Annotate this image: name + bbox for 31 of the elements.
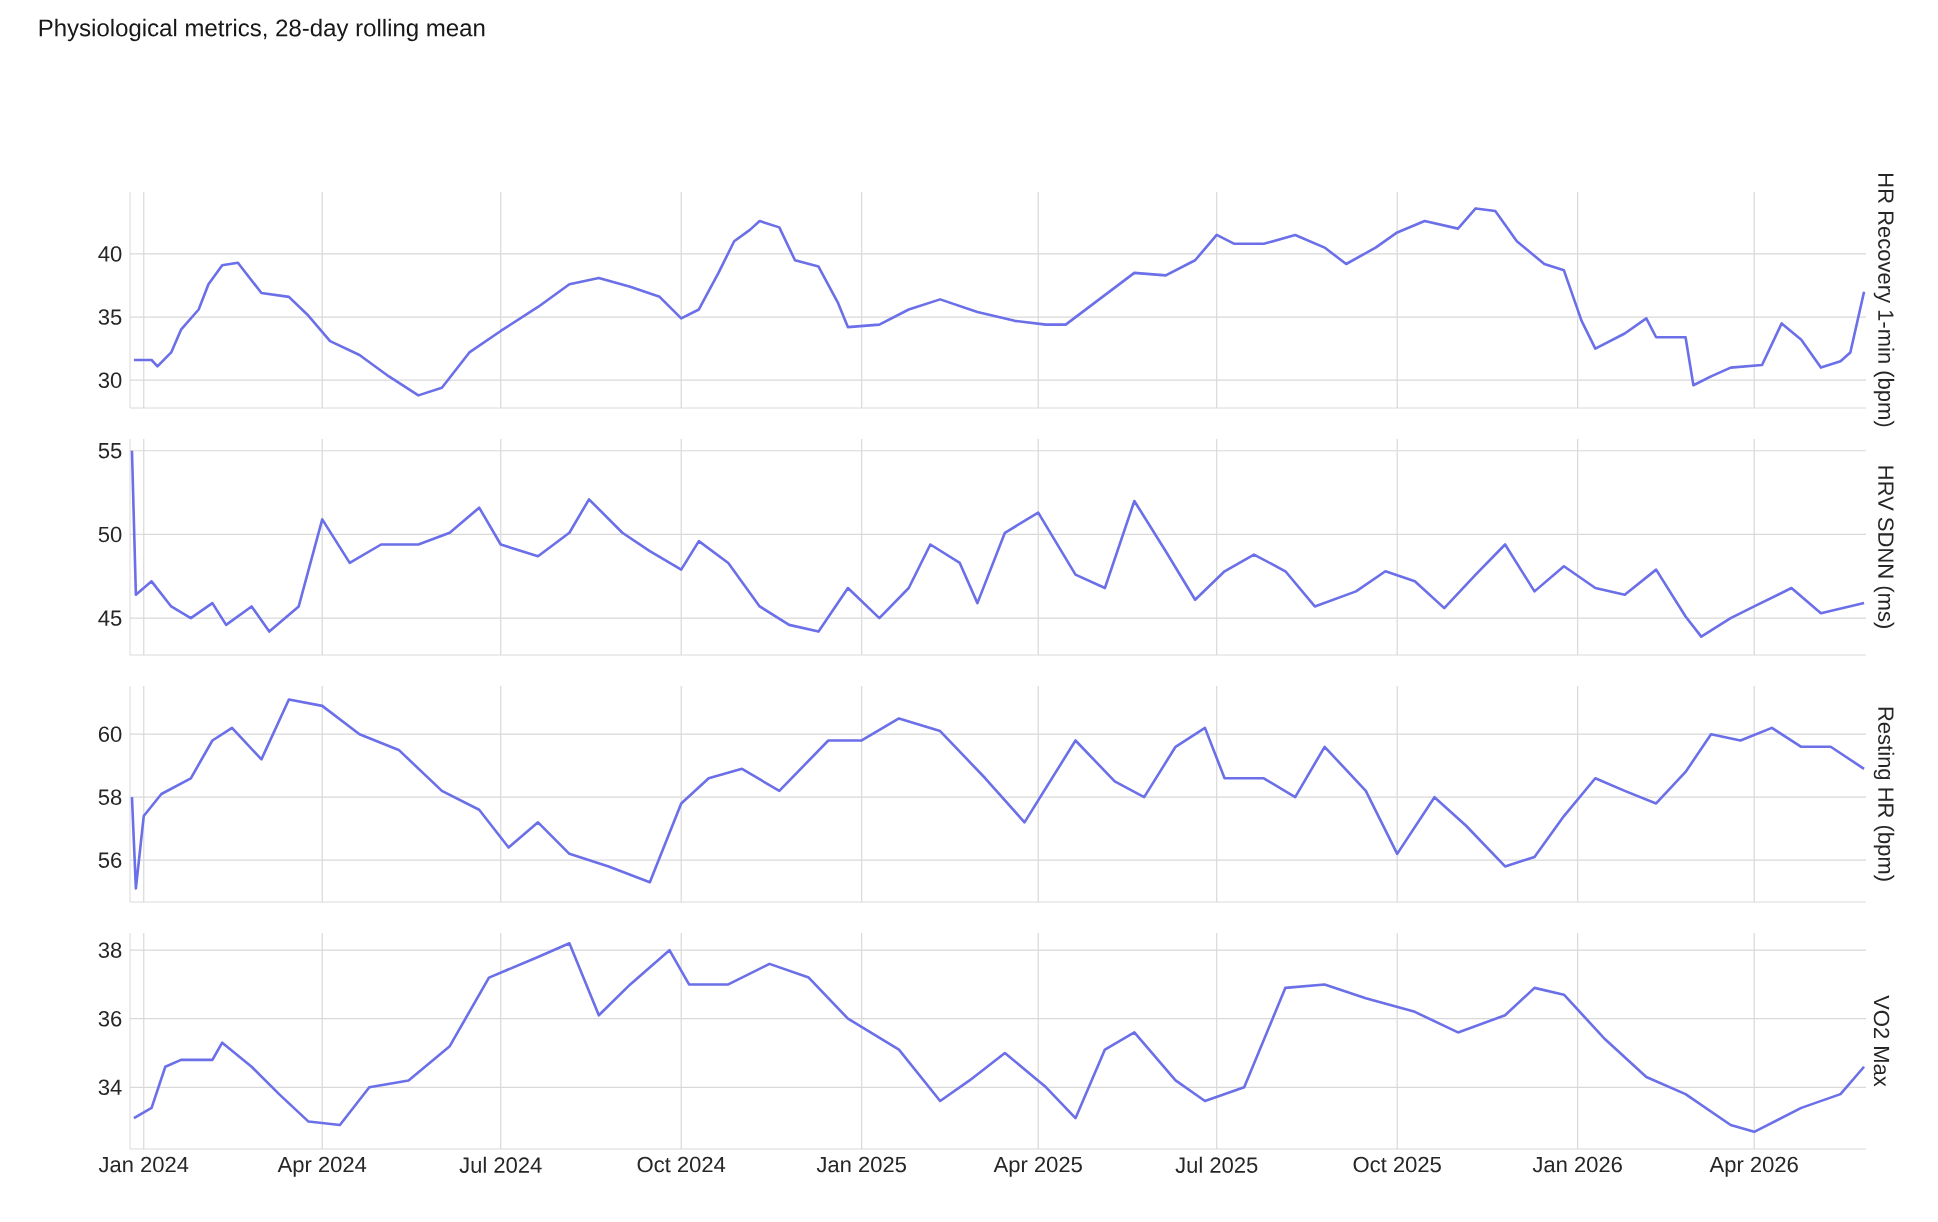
y-tick-label: 30 [98,372,122,389]
x-tick-label: Jan 2024 [98,1156,189,1173]
line-series [130,698,1866,890]
x-tick-label: Jul 2025 [1175,1156,1258,1173]
x-tick-label: Apr 2026 [1709,1156,1798,1177]
y-axis-title: HRV SDNN (ms) [1873,466,1895,628]
x-tick-label: Jan 2025 [816,1156,906,1173]
y-tick-label: 55 [98,443,122,459]
x-tick-label: Apr 2024 [277,1156,367,1177]
line-series [130,449,1866,638]
y-tick-label: 56 [98,852,122,868]
x-tick-label: Oct 2025 [1353,1156,1441,1173]
x-tick-label: Oct 2024 [637,1156,726,1173]
y-axis-title: Resting HR (bpm) [1873,707,1895,881]
x-tick-label: Apr 2025 [993,1156,1082,1177]
line-series [132,942,1866,1134]
y-axis-title: HR Recovery 1-min (bpm) [1873,174,1895,427]
y-tick-label: 58 [98,789,122,805]
y-axis-title: VO2 Max [1873,995,1890,1087]
x-tick-label: Jul 2024 [459,1156,542,1173]
y-tick-label: 40 [98,246,122,262]
chart-title: Physiological metrics, 28-day rolling mean [39,18,485,42]
y-tick-label: 50 [98,526,122,543]
x-tick-label: Jan 2026 [1532,1156,1622,1173]
y-tick-label: 38 [98,942,122,958]
line-series [132,207,1866,397]
y-tick-label: 60 [98,726,122,742]
y-tick-label: 34 [98,1079,122,1096]
y-tick-label: 36 [98,1010,122,1027]
y-tick-label: 45 [98,610,122,626]
y-tick-label: 35 [98,309,122,325]
